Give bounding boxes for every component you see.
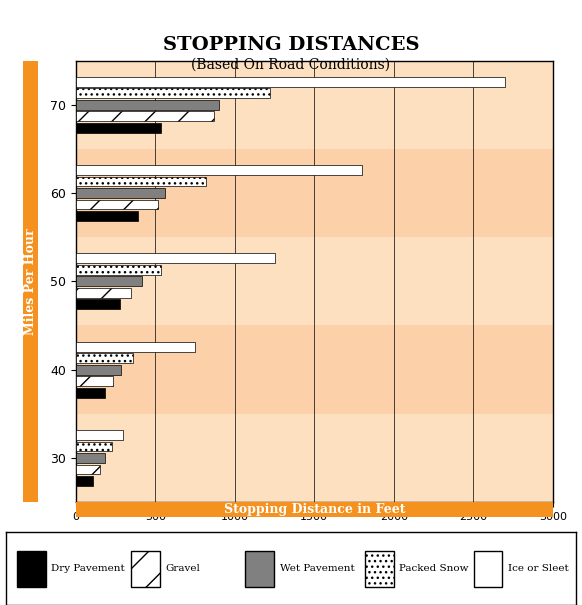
Bar [76,414,553,502]
Bar [76,288,132,298]
Bar [76,149,553,237]
Bar [76,442,112,451]
Bar [76,299,120,309]
Bar [76,237,553,325]
Bar [76,476,93,486]
Text: Miles Per Hour: Miles Per Hour [24,228,37,335]
Text: Packed Snow: Packed Snow [399,564,469,573]
Bar [76,265,161,275]
Bar [76,465,100,474]
Bar [76,188,165,198]
Bar [76,60,553,149]
Bar [76,88,269,98]
Text: Dry Pavement: Dry Pavement [51,564,125,573]
Bar [76,276,143,286]
Bar [76,253,275,263]
Bar [76,100,219,110]
Bar [76,365,121,374]
FancyBboxPatch shape [365,551,393,587]
Bar [76,376,113,386]
Bar [76,453,105,463]
Bar [76,342,195,352]
Text: STOPPING DISTANCES: STOPPING DISTANCES [163,36,419,54]
FancyBboxPatch shape [474,551,502,587]
Bar [76,388,105,397]
Bar [76,430,123,440]
Text: Wet Pavement: Wet Pavement [279,564,354,573]
Text: Ice or Sleet: Ice or Sleet [508,564,569,573]
Bar [76,200,158,209]
Text: (Based On Road Conditions): (Based On Road Conditions) [191,57,391,71]
Bar [76,123,161,132]
Bar [76,177,206,186]
Bar [76,165,362,175]
Bar [76,325,553,414]
Bar [76,353,133,363]
Bar [76,77,505,87]
FancyBboxPatch shape [17,551,46,587]
Text: Stopping Distance in Feet: Stopping Distance in Feet [223,503,405,516]
Text: Gravel: Gravel [165,564,200,573]
Bar [76,111,214,121]
FancyBboxPatch shape [246,551,274,587]
Bar [76,211,139,221]
FancyBboxPatch shape [132,551,160,587]
